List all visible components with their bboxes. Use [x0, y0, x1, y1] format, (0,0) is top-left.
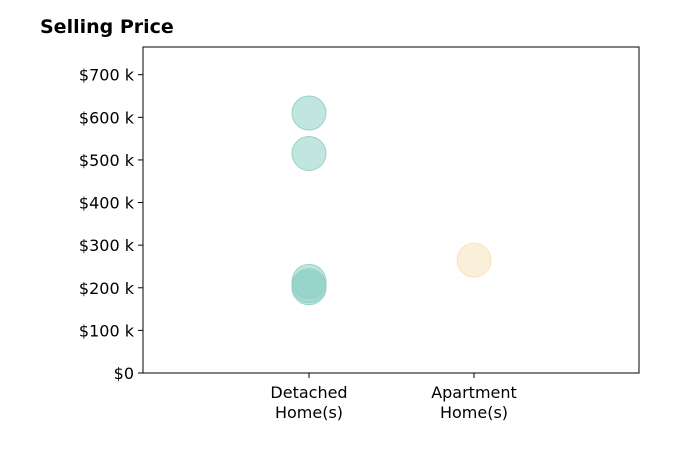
y-tick-label: $400 k — [79, 194, 135, 213]
data-point — [291, 95, 327, 131]
x-tick-label: Apartment Home(s) — [431, 383, 517, 422]
y-axis: $0 $100 k $200 k $300 k $400 k $500 k $600 k $7… — [79, 66, 143, 383]
data-point — [456, 242, 492, 278]
y-tick-label: $300 k — [79, 236, 135, 255]
y-tick-label: $700 k — [79, 66, 135, 85]
x-tick-label: Detached Home(s) — [270, 383, 347, 422]
y-tick-label: $200 k — [79, 279, 135, 298]
y-tick-label: $100 k — [79, 321, 135, 340]
x-axis: Detached Home(s) Apartment Home(s) — [270, 373, 517, 422]
y-tick-label: $600 k — [79, 108, 135, 127]
y-tick-label: $500 k — [79, 151, 135, 170]
data-points — [291, 95, 492, 306]
data-point — [291, 270, 327, 306]
chart-title: Selling Price — [40, 16, 174, 38]
data-point — [291, 136, 327, 172]
plot-frame — [142, 46, 640, 374]
y-tick-label: $0 — [114, 364, 134, 383]
